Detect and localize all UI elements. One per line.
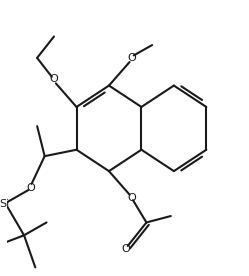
Text: O: O <box>122 244 130 254</box>
Text: O: O <box>127 53 136 63</box>
Text: Si: Si <box>0 199 10 209</box>
Text: O: O <box>50 74 58 84</box>
Text: O: O <box>127 193 136 203</box>
Text: O: O <box>26 182 35 193</box>
